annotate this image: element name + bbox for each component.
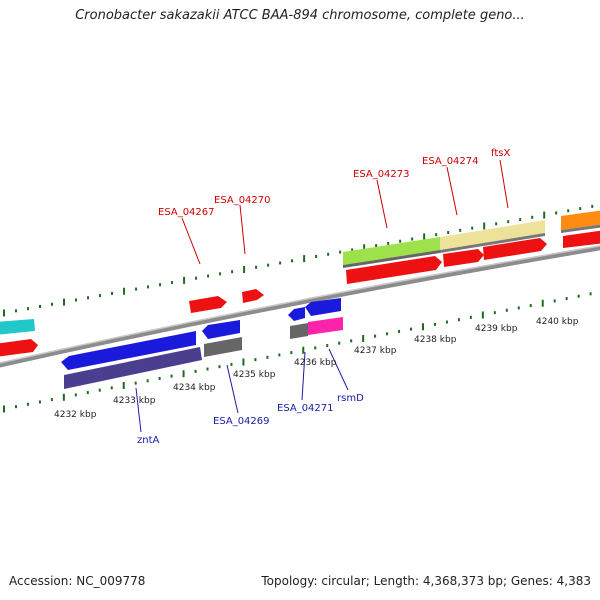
gene-esa04269[interactable] (202, 320, 240, 339)
gene-esa04271-grey[interactable] (290, 323, 308, 339)
kbp-label-4234: 4234 kbp (173, 383, 216, 393)
chromosome-backbone (0, 245, 600, 368)
gene-arrow-red-left[interactable] (0, 339, 38, 357)
kbp-scale-labels: 4232 kbp 4233 kbp 4234 kbp 4235 kbp 4236… (54, 317, 579, 420)
kbp-label-4236: 4236 kbp (294, 358, 337, 368)
kbp-label-4238: 4238 kbp (414, 335, 457, 345)
lower-gene-labels: zntA ESA_04269 ESA_04271 rsmD (137, 393, 364, 446)
connector-esa04269 (226, 364, 239, 414)
gene-esa04271-small[interactable] (288, 307, 305, 321)
label-znta[interactable]: zntA (137, 435, 160, 446)
connector-esa04273 (376, 179, 388, 229)
gene-rsmd-blue[interactable] (305, 298, 341, 316)
label-rsmd[interactable]: rsmD (337, 393, 364, 404)
gene-esa04273-shadow (343, 250, 440, 268)
gene-znta[interactable] (61, 331, 196, 370)
kbp-label-4233: 4233 kbp (113, 396, 156, 406)
connector-znta (135, 387, 142, 433)
gene-arrow-teal[interactable] (0, 319, 35, 335)
connector-rsmd (328, 348, 349, 391)
kbp-label-4232: 4232 kbp (54, 410, 97, 420)
gene-esa04273-red[interactable] (346, 256, 442, 284)
label-esa04274[interactable]: ESA_04274 (422, 156, 479, 167)
upper-gene-track (0, 210, 600, 357)
gene-orange[interactable] (561, 210, 600, 230)
topology-summary: Topology: circular; Length: 4,368,373 bp… (261, 574, 591, 588)
kbp-label-4235: 4235 kbp (233, 370, 276, 380)
gene-red-right[interactable] (563, 230, 600, 248)
upper-gene-labels: ESA_04267 ESA_04270 ESA_04273 ESA_04274 … (158, 148, 510, 218)
map-title: Cronobacter sakazakii ATCC BAA-894 chrom… (75, 8, 525, 23)
gene-ftsx-red[interactable] (483, 238, 547, 260)
label-connectors (135, 159, 509, 433)
label-ftsx[interactable]: ftsX (491, 148, 510, 159)
accession-text: Accession: NC_009778 (9, 574, 146, 588)
connector-esa04267 (181, 217, 201, 265)
gene-ftsx-shadow (440, 233, 545, 253)
upper-tick-track (3, 204, 594, 317)
gene-esa04267[interactable] (189, 296, 227, 313)
connector-esa04270 (239, 204, 246, 255)
lower-tick-track (3, 292, 592, 413)
chromosome-backbone-highlight (0, 245, 600, 364)
label-esa04269[interactable]: ESA_04269 (213, 416, 270, 427)
gene-rsmd-magenta[interactable] (308, 317, 343, 335)
connector-esa04271 (301, 351, 306, 401)
gene-znta-shadow[interactable] (64, 347, 202, 389)
gene-orange-shadow (561, 224, 600, 233)
gene-esa04270[interactable] (242, 289, 264, 303)
connector-ftsx (499, 159, 509, 209)
gene-esa04274-red[interactable] (443, 249, 484, 267)
label-esa04270[interactable]: ESA_04270 (214, 195, 271, 206)
label-esa04271[interactable]: ESA_04271 (277, 403, 334, 414)
label-esa04267[interactable]: ESA_04267 (158, 207, 215, 218)
connector-esa04274 (446, 166, 458, 216)
gene-ftsx-tan[interactable] (440, 220, 545, 250)
lower-gene-track (61, 298, 343, 389)
gene-esa04273-green[interactable] (343, 237, 440, 265)
kbp-label-4240: 4240 kbp (536, 317, 579, 327)
kbp-label-4239: 4239 kbp (475, 324, 518, 334)
label-esa04273[interactable]: ESA_04273 (353, 169, 410, 180)
kbp-label-4237: 4237 kbp (354, 346, 397, 356)
gene-esa04269-grey[interactable] (204, 337, 242, 357)
